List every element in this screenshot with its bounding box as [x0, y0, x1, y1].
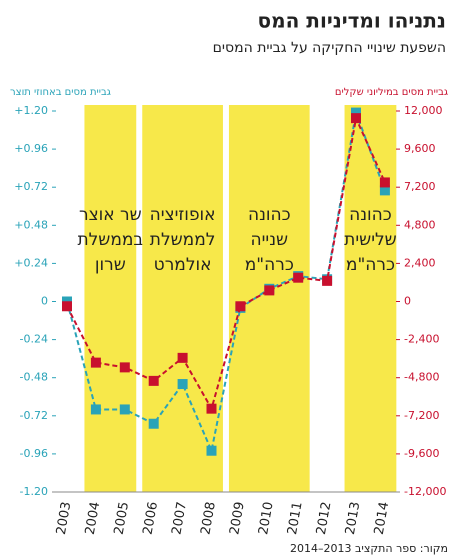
point-marker	[148, 375, 159, 386]
y2-tick-label: -4,800	[404, 371, 439, 384]
point-marker	[351, 107, 361, 118]
x-tick-label: 2003	[54, 501, 75, 536]
point-marker	[90, 357, 101, 368]
period-label: שלישית	[344, 230, 397, 250]
period-band	[84, 105, 137, 492]
chart-subtitle: השפעת שינויי החקיקה על גביית המסים	[213, 40, 446, 56]
y-tick-label: 0	[41, 295, 48, 308]
y2-axis-label: גביית מסים במיליוני שקלים	[335, 87, 448, 98]
series-line	[66, 114, 386, 412]
y2-tick-label: -9,600	[404, 447, 439, 460]
period-label: אולמרט	[154, 255, 212, 275]
point-marker	[379, 185, 390, 196]
period-label: כרה"מ	[245, 255, 294, 275]
y-tick-label: +1.20	[14, 104, 48, 117]
point-marker	[379, 177, 390, 188]
period-label: כהונה	[349, 205, 392, 225]
point-marker	[206, 445, 217, 456]
x-tick-label: 2007	[169, 501, 190, 536]
y2-tick-label: 12,000	[404, 104, 443, 117]
period-label: אופוזיציה	[150, 205, 216, 225]
point-marker	[177, 352, 188, 363]
x-tick-label: 2013	[343, 501, 364, 536]
point-marker	[119, 404, 130, 415]
y-tick-label: -0.96	[20, 447, 48, 460]
point-marker	[351, 113, 361, 124]
y2-tick-label: -2,400	[404, 333, 439, 346]
y-tick-label: +0.96	[14, 142, 48, 155]
x-tick-label: 2005	[112, 501, 133, 536]
point-marker	[119, 362, 130, 373]
point-marker	[206, 403, 217, 414]
point-marker	[293, 272, 304, 283]
period-label: שר אוצר	[79, 205, 142, 225]
y-tick-label: -0.48	[20, 371, 48, 384]
x-tick-label: 2011	[285, 501, 306, 536]
point-marker	[264, 285, 275, 296]
period-label: כהונה	[248, 205, 291, 225]
source: מקור: ספר התקציב 2013–2014	[290, 542, 448, 555]
y2-tick-label: 0	[404, 295, 411, 308]
x-tick-label: 2006	[141, 501, 162, 536]
period-band	[142, 105, 223, 492]
period-label: שנייה	[251, 230, 289, 250]
y2-tick-label: 9,600	[404, 142, 436, 155]
y-tick-label: -1.20	[20, 485, 48, 498]
y-tick-label: +0.72	[14, 180, 48, 193]
y-tick-label: -0.72	[20, 409, 48, 422]
y-tick-label: +0.24	[14, 256, 48, 269]
point-marker	[235, 301, 246, 312]
period-band	[228, 105, 310, 492]
x-tick-label: 2014	[372, 501, 393, 536]
period-band	[344, 105, 397, 492]
x-tick-label: 2012	[314, 501, 335, 536]
period-label: שרון	[95, 255, 126, 275]
chart-title: נתניהו ומדיניות המס	[258, 9, 446, 33]
period-label: בממשלת	[77, 230, 143, 250]
x-tick-label: 2009	[227, 501, 248, 536]
y2-tick-label: -12,000	[404, 485, 446, 498]
y2-tick-label: -7,200	[404, 409, 439, 422]
x-tick-label: 2008	[198, 501, 219, 536]
y2-tick-label: 2,400	[404, 256, 436, 269]
period-label: כרה"מ	[346, 255, 395, 275]
y2-tick-label: 4,800	[404, 218, 436, 231]
point-marker	[322, 275, 333, 286]
point-marker	[90, 404, 101, 415]
point-marker	[177, 379, 188, 390]
point-marker	[62, 301, 72, 312]
point-marker	[148, 418, 159, 429]
y-axis-label: גביית מסים באחוזי תוצר	[10, 87, 111, 98]
y-tick-label: -0.24	[20, 333, 48, 346]
y-tick-label: +0.48	[14, 218, 48, 231]
x-tick-label: 2004	[83, 501, 104, 536]
period-label: לממשלת	[150, 230, 216, 250]
y2-tick-label: 7,200	[404, 180, 436, 193]
x-tick-label: 2010	[256, 501, 277, 536]
